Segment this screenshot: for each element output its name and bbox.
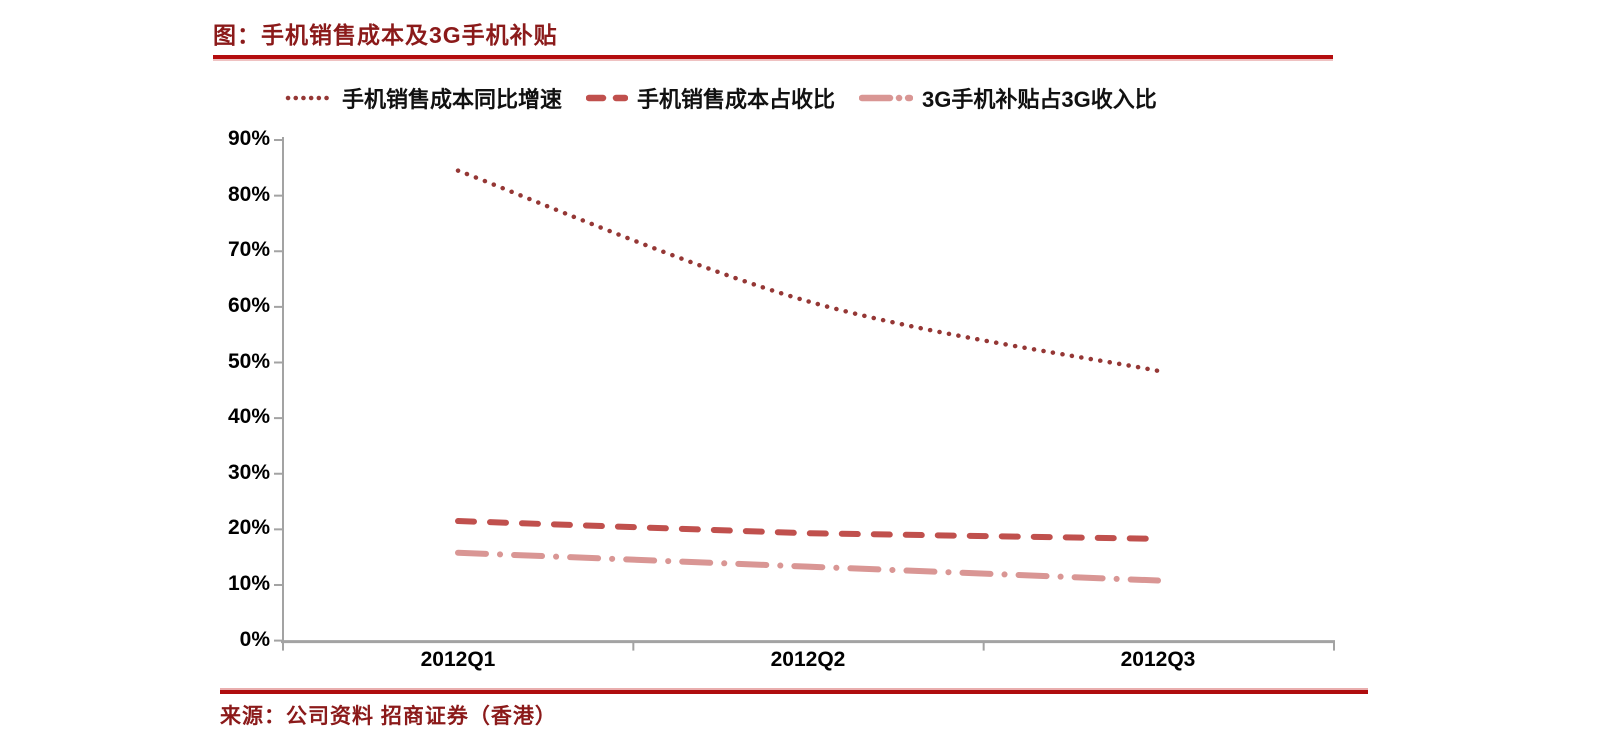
x-tick-label: 2012Q2 bbox=[738, 648, 878, 672]
y-tick-label: 60% bbox=[200, 294, 270, 318]
x-tick-label: 2012Q1 bbox=[388, 648, 528, 672]
source-note: 来源：公司资料 招商证券（香港） bbox=[220, 700, 557, 730]
x-tick-label: 2012Q3 bbox=[1088, 648, 1228, 672]
y-tick-label: 30% bbox=[200, 461, 270, 485]
y-tick-label: 10% bbox=[200, 572, 270, 596]
series-line-1 bbox=[458, 171, 1158, 371]
y-tick-label: 80% bbox=[200, 183, 270, 207]
y-tick-label: 90% bbox=[200, 127, 270, 151]
series-line-2 bbox=[458, 521, 1158, 539]
y-tick-label: 40% bbox=[200, 405, 270, 429]
y-tick-label: 50% bbox=[200, 350, 270, 374]
plot-area: 0% 10% 20% 30% 40% 50% 60% 70% 80% 90% 2012Q1 2012… bbox=[0, 0, 1599, 749]
series-line-3 bbox=[458, 553, 1158, 581]
source-rule bbox=[220, 688, 1368, 694]
y-tick-label: 0% bbox=[200, 628, 270, 652]
y-tick-label: 70% bbox=[200, 238, 270, 262]
y-tick-label: 20% bbox=[200, 516, 270, 540]
